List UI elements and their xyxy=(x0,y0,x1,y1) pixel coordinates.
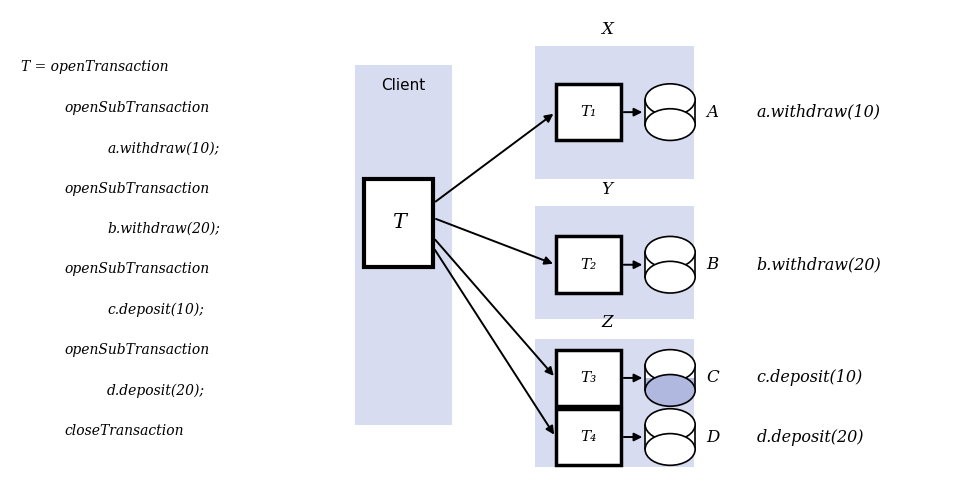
Text: closeTransaction: closeTransaction xyxy=(64,424,183,438)
FancyBboxPatch shape xyxy=(646,252,695,277)
Text: Client: Client xyxy=(381,78,426,93)
Ellipse shape xyxy=(646,409,695,441)
Text: openSubTransaction: openSubTransaction xyxy=(64,262,209,276)
FancyBboxPatch shape xyxy=(646,425,695,449)
Text: B: B xyxy=(706,256,719,273)
Text: c.deposit(10): c.deposit(10) xyxy=(757,369,863,387)
FancyBboxPatch shape xyxy=(646,252,695,277)
Ellipse shape xyxy=(646,434,695,465)
Text: c.deposit(10);: c.deposit(10); xyxy=(107,302,205,317)
FancyBboxPatch shape xyxy=(646,378,695,391)
FancyBboxPatch shape xyxy=(646,365,695,378)
Text: a.withdraw(10): a.withdraw(10) xyxy=(757,103,881,121)
Text: T: T xyxy=(392,213,405,232)
Text: Z: Z xyxy=(601,314,613,331)
Text: d.deposit(20): d.deposit(20) xyxy=(757,429,865,446)
Text: D: D xyxy=(706,429,720,446)
Text: Y: Y xyxy=(601,181,613,198)
Ellipse shape xyxy=(646,84,695,115)
Text: T₄: T₄ xyxy=(580,430,596,444)
FancyBboxPatch shape xyxy=(536,205,694,319)
Ellipse shape xyxy=(646,375,695,406)
Text: A: A xyxy=(706,103,719,121)
Text: b.withdraw(20): b.withdraw(20) xyxy=(757,256,881,273)
Ellipse shape xyxy=(646,375,695,406)
Text: T₃: T₃ xyxy=(580,371,596,385)
Text: C: C xyxy=(706,369,720,387)
Ellipse shape xyxy=(646,349,695,381)
Text: openSubTransaction: openSubTransaction xyxy=(64,182,209,196)
FancyBboxPatch shape xyxy=(556,349,621,406)
Text: d.deposit(20);: d.deposit(20); xyxy=(107,383,206,398)
Ellipse shape xyxy=(646,109,695,141)
FancyBboxPatch shape xyxy=(556,409,621,465)
FancyBboxPatch shape xyxy=(536,46,694,179)
FancyBboxPatch shape xyxy=(556,84,621,141)
Text: openSubTransaction: openSubTransaction xyxy=(64,101,209,115)
Text: a.withdraw(10);: a.withdraw(10); xyxy=(107,141,219,155)
FancyBboxPatch shape xyxy=(646,99,695,125)
Text: X: X xyxy=(601,21,613,38)
Ellipse shape xyxy=(646,237,695,268)
Text: T₂: T₂ xyxy=(580,258,596,272)
FancyBboxPatch shape xyxy=(364,179,433,267)
Text: T₁: T₁ xyxy=(580,105,596,119)
Text: T = openTransaction: T = openTransaction xyxy=(20,60,168,74)
FancyBboxPatch shape xyxy=(556,237,621,293)
Text: b.withdraw(20);: b.withdraw(20); xyxy=(107,222,220,236)
FancyBboxPatch shape xyxy=(646,99,695,125)
FancyBboxPatch shape xyxy=(355,65,452,425)
FancyBboxPatch shape xyxy=(536,339,694,467)
Text: openSubTransaction: openSubTransaction xyxy=(64,343,209,357)
FancyBboxPatch shape xyxy=(646,425,695,449)
Ellipse shape xyxy=(646,261,695,293)
